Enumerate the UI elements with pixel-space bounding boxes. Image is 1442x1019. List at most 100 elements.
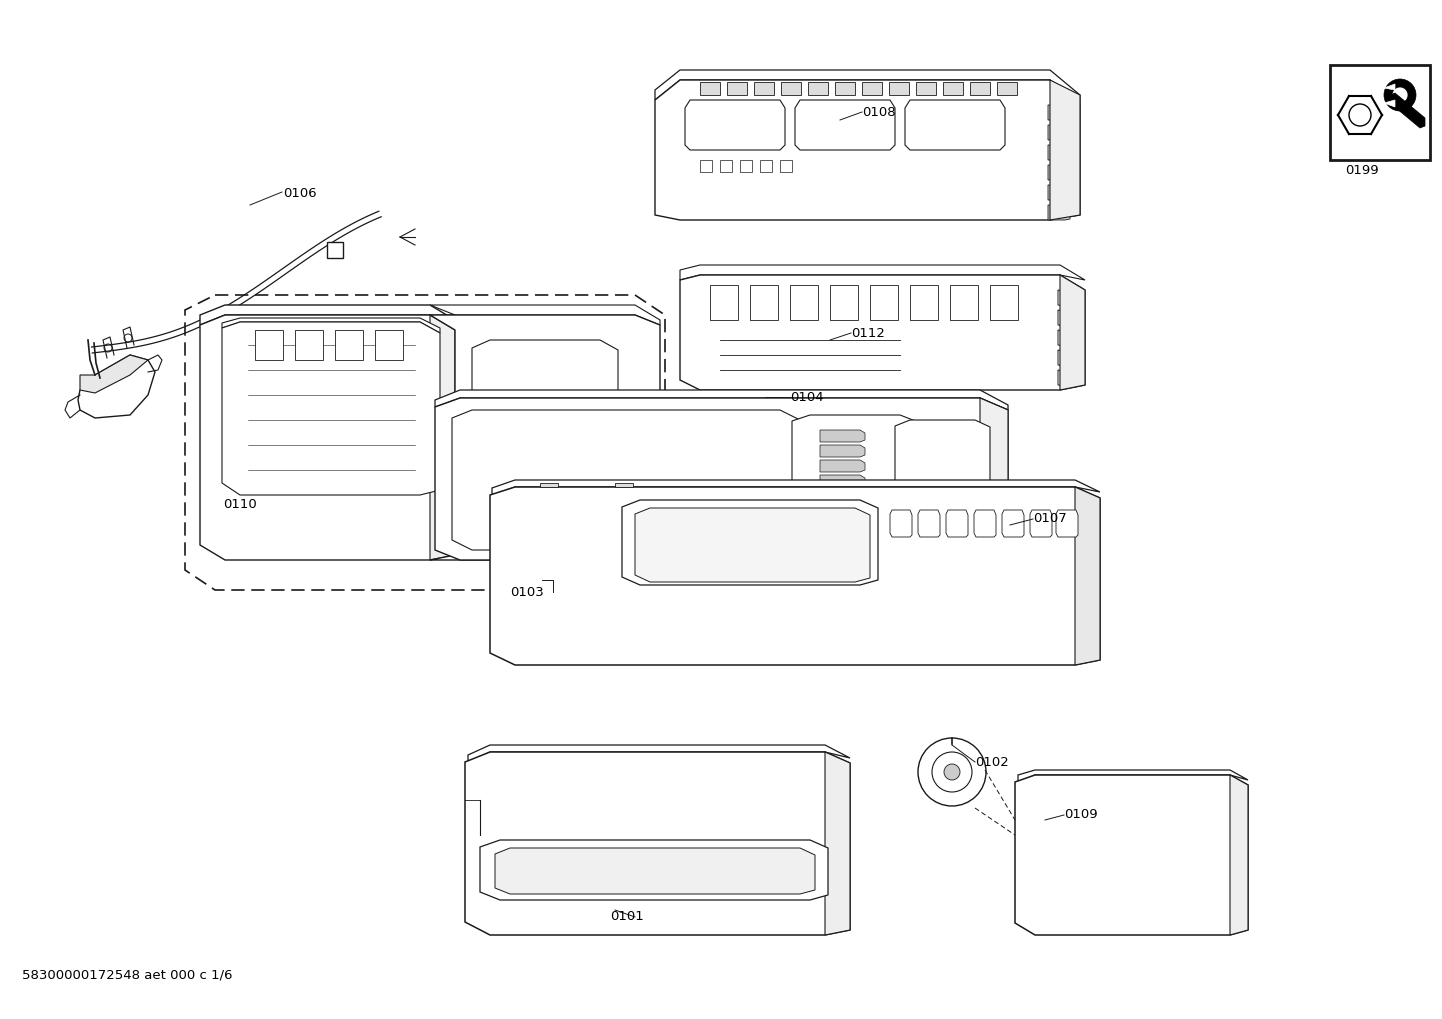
Circle shape (497, 378, 512, 392)
Text: 0199: 0199 (1345, 163, 1379, 176)
Circle shape (505, 455, 515, 465)
Circle shape (1106, 827, 1158, 879)
Polygon shape (862, 82, 883, 95)
Polygon shape (79, 355, 149, 393)
Polygon shape (296, 330, 323, 360)
Polygon shape (655, 81, 1080, 220)
Circle shape (124, 334, 133, 342)
Polygon shape (1048, 105, 1070, 120)
Text: 0106: 0106 (283, 186, 317, 200)
Polygon shape (1058, 290, 1082, 307)
Polygon shape (1048, 185, 1070, 200)
Polygon shape (490, 487, 1100, 665)
Polygon shape (655, 70, 1080, 105)
Bar (1330, 65, 1430, 160)
Polygon shape (895, 420, 991, 495)
Polygon shape (335, 330, 363, 360)
Polygon shape (1058, 330, 1082, 347)
Polygon shape (970, 82, 991, 95)
Circle shape (548, 593, 562, 607)
Circle shape (526, 768, 554, 796)
Polygon shape (435, 398, 1008, 560)
Polygon shape (1050, 81, 1080, 220)
Polygon shape (754, 82, 774, 95)
Circle shape (548, 378, 562, 392)
Polygon shape (78, 355, 154, 418)
Text: 0109: 0109 (1064, 808, 1097, 821)
Polygon shape (792, 415, 919, 495)
Text: 0110: 0110 (224, 497, 257, 511)
Polygon shape (685, 100, 784, 150)
Polygon shape (539, 483, 558, 487)
Polygon shape (327, 242, 343, 258)
Text: 0101: 0101 (610, 911, 643, 923)
Circle shape (1384, 79, 1416, 111)
Polygon shape (614, 483, 633, 487)
Polygon shape (727, 82, 747, 95)
Polygon shape (1384, 100, 1394, 107)
Polygon shape (1015, 775, 1247, 935)
Polygon shape (973, 510, 996, 537)
Polygon shape (495, 848, 815, 894)
Polygon shape (200, 315, 456, 560)
Circle shape (568, 558, 611, 602)
Polygon shape (451, 410, 800, 550)
Polygon shape (430, 315, 660, 560)
Polygon shape (681, 265, 1084, 280)
Polygon shape (831, 285, 858, 320)
Text: 0102: 0102 (975, 755, 1009, 768)
Text: 0108: 0108 (862, 106, 895, 118)
Polygon shape (750, 285, 779, 320)
Polygon shape (430, 315, 456, 560)
Polygon shape (790, 285, 818, 320)
Polygon shape (1074, 487, 1100, 665)
Polygon shape (1048, 145, 1070, 160)
Polygon shape (835, 82, 855, 95)
Polygon shape (996, 82, 1017, 95)
Polygon shape (1048, 125, 1070, 140)
Polygon shape (950, 285, 978, 320)
Polygon shape (1048, 165, 1070, 180)
Polygon shape (906, 100, 1005, 150)
Polygon shape (480, 840, 828, 900)
Polygon shape (1002, 510, 1024, 537)
Polygon shape (870, 285, 898, 320)
Polygon shape (910, 285, 937, 320)
Polygon shape (255, 330, 283, 360)
Polygon shape (430, 305, 660, 325)
Polygon shape (919, 510, 940, 537)
Polygon shape (1030, 510, 1053, 537)
Polygon shape (492, 480, 1100, 495)
Circle shape (535, 777, 545, 787)
Polygon shape (808, 82, 828, 95)
Polygon shape (469, 745, 849, 762)
Polygon shape (1058, 370, 1082, 387)
Circle shape (330, 245, 340, 255)
Polygon shape (1048, 205, 1070, 220)
Text: 0103: 0103 (510, 586, 544, 598)
Polygon shape (943, 82, 963, 95)
Circle shape (516, 758, 564, 806)
Text: 0112: 0112 (851, 326, 885, 339)
Polygon shape (991, 285, 1018, 320)
Circle shape (523, 378, 536, 392)
Polygon shape (740, 160, 751, 172)
Polygon shape (795, 100, 895, 150)
Circle shape (505, 430, 515, 440)
Polygon shape (782, 82, 800, 95)
Circle shape (1092, 813, 1172, 893)
Circle shape (535, 480, 545, 490)
Polygon shape (222, 318, 440, 333)
Polygon shape (1384, 84, 1394, 90)
Polygon shape (634, 508, 870, 582)
Polygon shape (472, 340, 619, 465)
Circle shape (535, 430, 545, 440)
Polygon shape (760, 160, 771, 172)
Circle shape (535, 455, 545, 465)
Circle shape (505, 480, 515, 490)
Polygon shape (699, 160, 712, 172)
Polygon shape (780, 160, 792, 172)
Circle shape (1350, 104, 1371, 126)
Polygon shape (709, 285, 738, 320)
Polygon shape (1058, 350, 1082, 367)
